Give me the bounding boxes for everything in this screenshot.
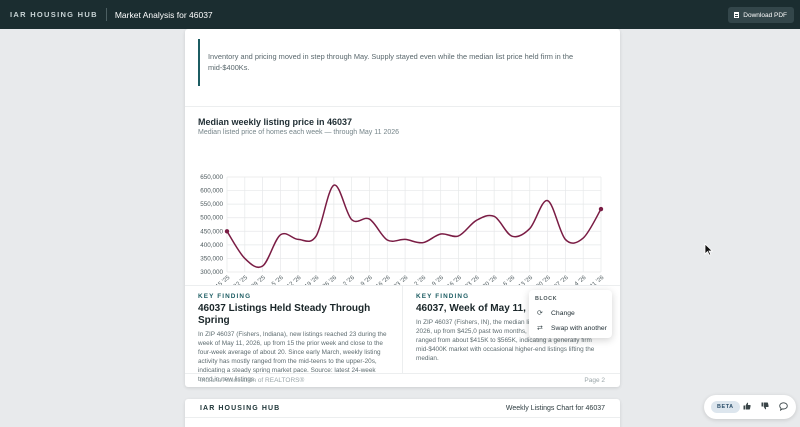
x-tick-label: Dec 15 '25 — [206, 275, 232, 285]
finding-card-price[interactable]: KEY FINDING 46037, Week of May 11, 20 Ho… — [402, 286, 619, 374]
thumbs-up-icon[interactable] — [740, 399, 754, 413]
finding-body: In ZIP 46037 (Fishers, Indiana), new lis… — [198, 331, 387, 383]
finding-headline: 46037, Week of May 11, 20 Hold Firm — [416, 303, 590, 314]
report-page-next: IAR HOUSING HUB Weekly Listings Chart fo… — [185, 399, 620, 427]
swap-icon: ⇄ — [537, 325, 543, 332]
y-tick-label: 600,000 — [200, 188, 223, 195]
thumbs-down-icon[interactable] — [758, 399, 772, 413]
footer-source: Indiana Association of REALTORS® — [200, 377, 305, 384]
finding-label: KEY FINDING — [416, 293, 470, 300]
mouse-cursor-icon — [704, 243, 713, 256]
y-tick-label: 500,000 — [200, 215, 223, 222]
top-bar: IAR HOUSING HUB Market Analysis for 4603… — [0, 0, 800, 29]
download-pdf-button[interactable]: Download PDF — [728, 7, 794, 23]
median-price-line — [226, 184, 602, 269]
download-pdf-label: Download PDF — [743, 11, 787, 19]
chart-title: Median weekly listing price in 46037 — [198, 117, 353, 127]
block-menu-heading: BLOCK — [535, 296, 558, 302]
brand-name: IAR HOUSING HUB — [10, 10, 98, 19]
refresh-icon: ⟳ — [537, 310, 543, 317]
y-tick-label: 350,000 — [200, 255, 223, 262]
beta-badge: BETA — [711, 401, 740, 413]
page-title: Market Analysis for 46037 — [114, 9, 213, 20]
page-header-divider — [185, 417, 620, 418]
y-tick-label: 300,000 — [200, 269, 223, 276]
data-point — [224, 229, 230, 234]
section-divider — [185, 106, 620, 107]
data-point — [598, 206, 604, 212]
finding-card-listings[interactable]: KEY FINDING 46037 Listings Held Steady T… — [185, 286, 402, 383]
y-tick-label: 650,000 — [200, 174, 223, 181]
y-tick-label: 550,000 — [200, 201, 223, 208]
y-tick-label: 400,000 — [200, 242, 223, 249]
feedback-bar: BETA — [704, 395, 796, 419]
menu-item-label: Change — [551, 309, 575, 317]
page-footer: Indiana Association of REALTORS® Page 2 — [185, 373, 620, 387]
finding-label: KEY FINDING — [198, 293, 252, 300]
y-tick-label: 450,000 — [200, 228, 223, 235]
page-brand: IAR HOUSING HUB — [200, 405, 281, 412]
finding-headline: 46037 Listings Held Steady Through Sprin… — [198, 303, 371, 326]
document-icon — [734, 12, 740, 18]
x-tick-label: Jan 5 '26 — [262, 275, 285, 285]
key-findings: KEY FINDING 46037 Listings Held Steady T… — [185, 285, 620, 383]
menu-item-label: Swap with another — [551, 324, 607, 332]
x-tick-label: Apr 6 '26 — [494, 275, 517, 285]
header-divider — [105, 8, 107, 21]
report-page: Inventory and pricing moved in step thro… — [185, 29, 620, 387]
page-header-title: Weekly Listings Chart for 46037 — [505, 405, 605, 412]
summary-quote: Inventory and pricing moved in step thro… — [198, 39, 598, 86]
change-block-item[interactable]: ⟳ Change — [537, 308, 575, 318]
price-line-chart: 650,000 600,000 550,000 500,000 450,000 400,0… — [200, 174, 606, 285]
comment-icon[interactable] — [776, 399, 790, 413]
chart-subtitle: Median listed price of homes each week —… — [198, 129, 400, 136]
swap-block-item[interactable]: ⇄ Swap with another — [537, 323, 607, 333]
page-number: Page 2 — [584, 377, 605, 384]
finding-body: In ZIP 46037 (Fishers, IN), the median l… — [416, 319, 603, 362]
block-menu: BLOCK ⟳ Change ⇄ Swap with another — [529, 290, 612, 338]
